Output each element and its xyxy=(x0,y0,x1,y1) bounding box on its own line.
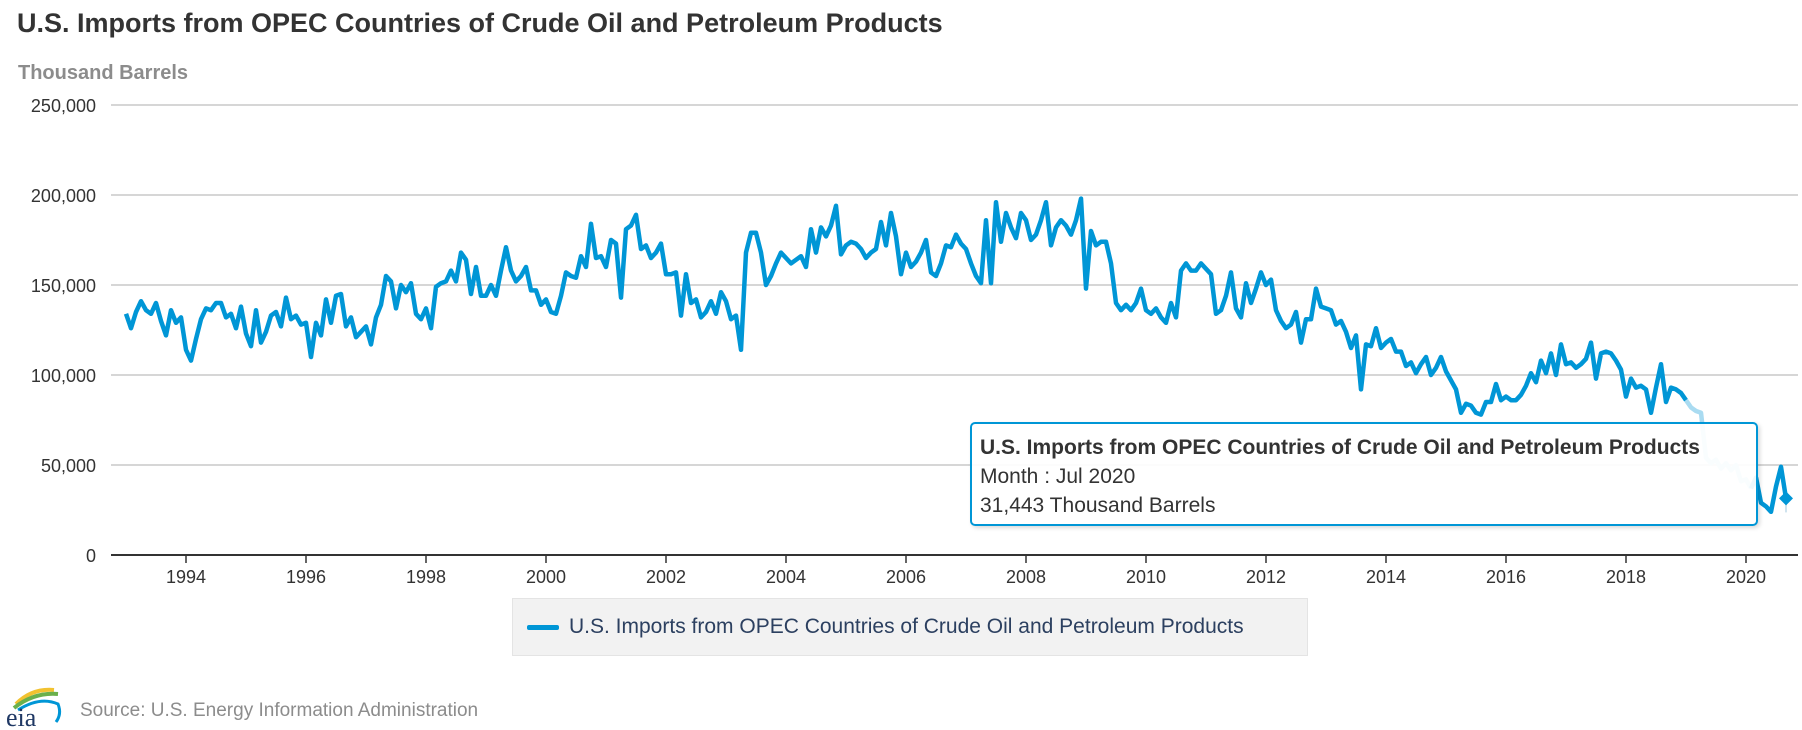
x-tick-label: 2018 xyxy=(1606,567,1646,587)
y-tick-label: 150,000 xyxy=(31,276,96,296)
x-tick-label: 1998 xyxy=(406,567,446,587)
tooltip-value: 31,443 Thousand Barrels xyxy=(980,494,1216,517)
y-tick-label: 50,000 xyxy=(41,456,96,476)
footer: eia Source: U.S. Energy Information Admi… xyxy=(4,684,478,728)
x-tick-label: 2010 xyxy=(1126,567,1166,587)
svg-text:eia: eia xyxy=(6,703,37,728)
legend-swatch xyxy=(527,624,559,630)
x-tick-label: 1996 xyxy=(286,567,326,587)
x-tick-label: 2016 xyxy=(1486,567,1526,587)
x-axis: 1994 1996 1998 2000 2002 2004 2006 2008 2010 2012… xyxy=(111,554,1798,587)
legend-item[interactable]: U.S. Imports from OPEC Countries of Crud… xyxy=(512,598,1308,656)
legend-label: U.S. Imports from OPEC Countries of Crud… xyxy=(569,615,1244,638)
x-tick-label: 2008 xyxy=(1006,567,1046,587)
x-tick-label: 2006 xyxy=(886,567,926,587)
gridlines xyxy=(111,104,1798,466)
series-line-segment xyxy=(123,196,1688,417)
tooltip-title: U.S. Imports from OPEC Countries of Crud… xyxy=(980,436,1700,459)
y-axis-ticks: 0 50,000 100,000 150,000 200,000 250,000 xyxy=(31,96,96,566)
eia-logo-icon[interactable]: eia xyxy=(4,684,64,728)
y-tick-label: 250,000 xyxy=(31,96,96,116)
chart-title: U.S. Imports from OPEC Countries of Crud… xyxy=(17,8,943,38)
x-tick-label: 2004 xyxy=(766,567,806,587)
y-axis-unit-label: Thousand Barrels xyxy=(18,62,189,84)
x-tick-label: 2014 xyxy=(1366,567,1406,587)
y-tick-label: 0 xyxy=(86,546,96,566)
x-tick-label: 2020 xyxy=(1726,567,1766,587)
y-tick-label: 100,000 xyxy=(31,366,96,386)
tooltip: U.S. Imports from OPEC Countries of Crud… xyxy=(970,422,1758,526)
highlight-point-marker xyxy=(1779,491,1793,506)
y-tick-label: 200,000 xyxy=(31,186,96,206)
x-tick-label: 2000 xyxy=(526,567,566,587)
source-text: Source: U.S. Energy Information Administ… xyxy=(80,700,479,721)
x-tick-label: 2002 xyxy=(646,567,686,587)
tooltip-month: Month : Jul 2020 xyxy=(980,465,1136,488)
x-tick-label: 2012 xyxy=(1246,567,1286,587)
x-tick-label: 1994 xyxy=(166,567,206,587)
